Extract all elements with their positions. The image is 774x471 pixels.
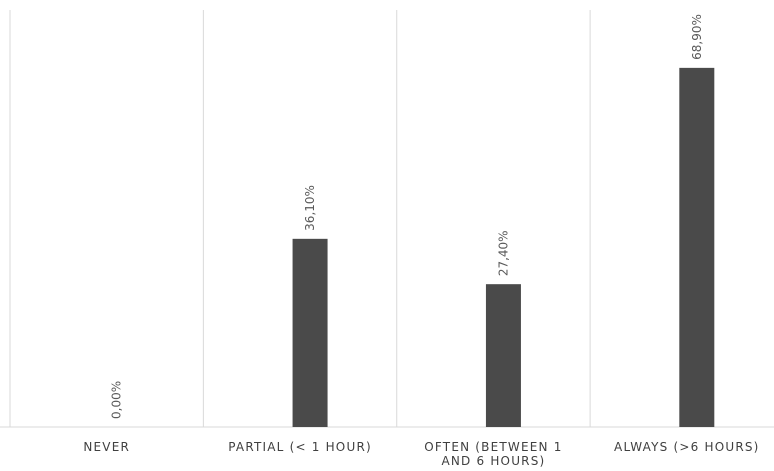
data-labels: 0,00% 36,10% 27,40% 68,90% (110, 14, 704, 419)
x-tick-labels: NEVER PARTIAL (< 1 HOUR) OFTEN (BETWEEN 1A… (83, 440, 760, 468)
data-label-3: 68,90% (690, 14, 704, 60)
tick-label-1: PARTIAL (< 1 HOUR) (228, 440, 372, 454)
bars (292, 67, 715, 427)
data-label-1: 36,10% (303, 185, 317, 231)
gridlines (9, 10, 591, 427)
bar-3 (679, 67, 715, 427)
tick-label-3: ALWAYS (>6 HOURS) (614, 440, 760, 454)
data-label-0: 0,00% (110, 381, 124, 419)
tick-label-2-line-0: OFTEN (BETWEEN 1 (424, 440, 562, 454)
tick-label-0: NEVER (83, 440, 130, 454)
data-label-2: 27,40% (496, 230, 510, 276)
tick-label-2-line-1: AND 6 HOURS) (441, 454, 545, 468)
bar-2 (485, 284, 521, 427)
bar-1 (292, 238, 328, 427)
